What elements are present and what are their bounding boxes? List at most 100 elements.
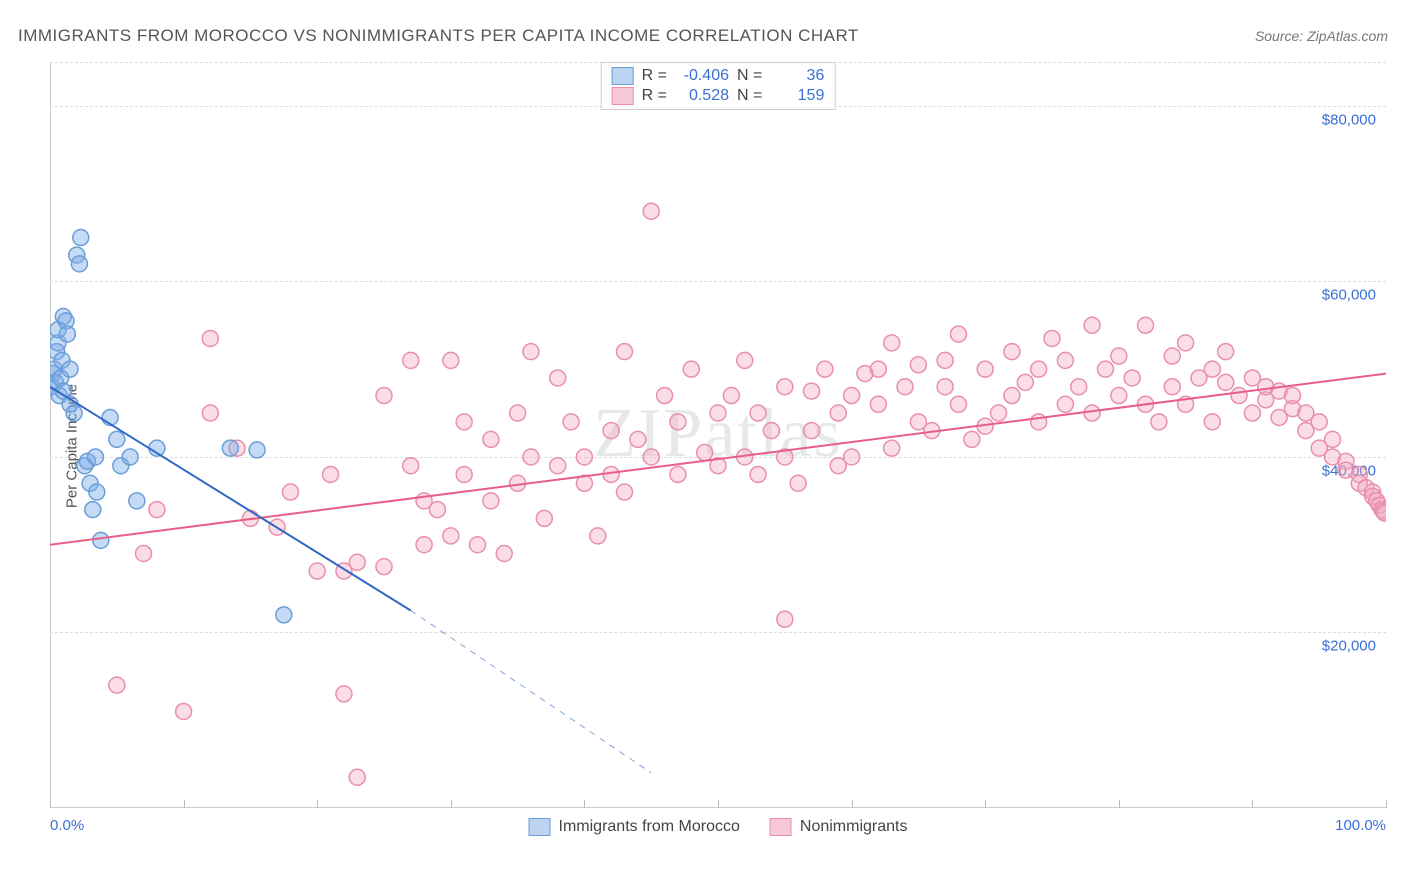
data-point-nonimmigrants	[1057, 396, 1073, 412]
data-point-nonimmigrants	[550, 370, 566, 386]
data-point-nonimmigrants	[536, 510, 552, 526]
stats-box: R = -0.406 N = 36 R = 0.528 N = 159	[601, 62, 836, 110]
stat-r-label: R =	[642, 67, 667, 85]
data-point-morocco	[122, 449, 138, 465]
data-point-morocco	[109, 431, 125, 447]
data-point-nonimmigrants	[844, 449, 860, 465]
data-point-nonimmigrants	[977, 361, 993, 377]
data-point-nonimmigrants	[1311, 414, 1327, 430]
data-point-nonimmigrants	[616, 484, 632, 500]
data-point-morocco	[85, 502, 101, 518]
source-link[interactable]: ZipAtlas.com	[1307, 28, 1388, 44]
data-point-nonimmigrants	[1031, 361, 1047, 377]
data-point-nonimmigrants	[1111, 388, 1127, 404]
data-point-nonimmigrants	[697, 445, 713, 461]
data-point-nonimmigrants	[416, 537, 432, 553]
data-point-morocco	[93, 532, 109, 548]
data-point-nonimmigrants	[630, 431, 646, 447]
data-point-nonimmigrants	[576, 449, 592, 465]
data-point-nonimmigrants	[523, 449, 539, 465]
data-point-nonimmigrants	[1204, 414, 1220, 430]
x-tick-label: 100.0%	[1335, 817, 1386, 834]
data-point-nonimmigrants	[737, 352, 753, 368]
plot-area: $20,000$40,000$60,000$80,000 0.0%100.0% …	[50, 62, 1386, 838]
data-point-nonimmigrants	[683, 361, 699, 377]
data-point-morocco	[276, 607, 292, 623]
data-point-nonimmigrants	[403, 458, 419, 474]
data-point-nonimmigrants	[309, 563, 325, 579]
data-point-nonimmigrants	[1004, 388, 1020, 404]
data-point-nonimmigrants	[884, 440, 900, 456]
data-point-nonimmigrants	[323, 466, 339, 482]
data-point-nonimmigrants	[643, 449, 659, 465]
data-point-nonimmigrants	[483, 493, 499, 509]
data-point-nonimmigrants	[844, 388, 860, 404]
data-point-nonimmigrants	[1004, 344, 1020, 360]
data-point-morocco	[249, 442, 265, 458]
x-tick-label: 0.0%	[50, 817, 84, 834]
data-point-morocco	[62, 361, 78, 377]
data-point-nonimmigrants	[376, 559, 392, 575]
data-point-nonimmigrants	[282, 484, 298, 500]
data-point-nonimmigrants	[403, 352, 419, 368]
data-point-nonimmigrants	[1218, 344, 1234, 360]
data-point-nonimmigrants	[804, 423, 820, 439]
data-point-nonimmigrants	[176, 703, 192, 719]
data-point-nonimmigrants	[750, 405, 766, 421]
data-point-nonimmigrants	[1325, 431, 1341, 447]
data-point-nonimmigrants	[1151, 414, 1167, 430]
data-point-nonimmigrants	[950, 326, 966, 342]
data-point-nonimmigrants	[603, 423, 619, 439]
stats-row-morocco: R = -0.406 N = 36	[612, 67, 825, 85]
source-attribution: Source: ZipAtlas.com	[1255, 28, 1388, 44]
data-point-nonimmigrants	[1017, 374, 1033, 390]
legend-label-morocco: Immigrants from Morocco	[559, 818, 740, 836]
data-point-nonimmigrants	[1377, 505, 1386, 521]
stat-n-nonimmigrants: 159	[770, 87, 824, 105]
bottom-legend: Immigrants from Morocco Nonimmigrants	[529, 818, 908, 836]
data-point-nonimmigrants	[1071, 379, 1087, 395]
data-point-nonimmigrants	[777, 611, 793, 627]
data-point-nonimmigrants	[804, 383, 820, 399]
data-point-nonimmigrants	[1164, 348, 1180, 364]
legend-item-nonimmigrants: Nonimmigrants	[770, 818, 908, 836]
data-point-nonimmigrants	[937, 352, 953, 368]
data-point-nonimmigrants	[950, 396, 966, 412]
data-point-nonimmigrants	[109, 677, 125, 693]
data-point-nonimmigrants	[870, 396, 886, 412]
data-point-nonimmigrants	[443, 528, 459, 544]
data-point-nonimmigrants	[149, 502, 165, 518]
regression-line-nonimmigrants	[50, 374, 1386, 545]
legend-item-morocco: Immigrants from Morocco	[529, 818, 740, 836]
data-point-nonimmigrants	[1044, 330, 1060, 346]
data-point-nonimmigrants	[964, 431, 980, 447]
data-point-morocco	[71, 256, 87, 272]
data-point-nonimmigrants	[470, 537, 486, 553]
data-point-nonimmigrants	[1231, 388, 1247, 404]
scatter-canvas	[50, 62, 1386, 808]
data-point-nonimmigrants	[991, 405, 1007, 421]
swatch-nonimmigrants	[612, 87, 634, 105]
data-point-nonimmigrants	[897, 379, 913, 395]
data-point-nonimmigrants	[1164, 379, 1180, 395]
data-point-nonimmigrants	[1138, 317, 1154, 333]
data-point-nonimmigrants	[870, 361, 886, 377]
data-point-nonimmigrants	[483, 431, 499, 447]
legend-swatch-morocco	[529, 818, 551, 836]
data-point-nonimmigrants	[456, 466, 472, 482]
stat-r-label-2: R =	[642, 87, 667, 105]
swatch-morocco	[612, 67, 634, 85]
data-point-nonimmigrants	[349, 554, 365, 570]
data-point-morocco	[73, 230, 89, 246]
data-point-nonimmigrants	[563, 414, 579, 430]
data-point-nonimmigrants	[550, 458, 566, 474]
data-point-nonimmigrants	[1084, 405, 1100, 421]
legend-label-nonimmigrants: Nonimmigrants	[800, 818, 908, 836]
data-point-nonimmigrants	[710, 405, 726, 421]
x-tick	[1386, 800, 1387, 808]
stat-n-morocco: 36	[770, 67, 824, 85]
data-point-nonimmigrants	[1097, 361, 1113, 377]
data-point-nonimmigrants	[670, 414, 686, 430]
data-point-nonimmigrants	[937, 379, 953, 395]
data-point-nonimmigrants	[1204, 361, 1220, 377]
